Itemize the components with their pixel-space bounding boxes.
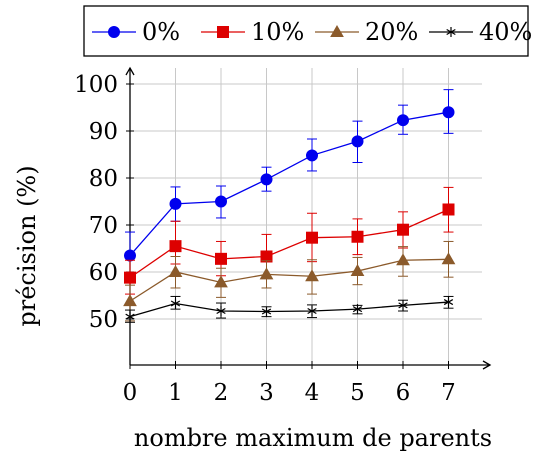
series-3 [125, 295, 454, 323]
data-point [124, 249, 136, 262]
data-point [396, 253, 410, 266]
y-tick-label: 100 [74, 72, 118, 98]
legend-label: 10% [251, 18, 304, 46]
y-tick-label: 90 [89, 119, 118, 145]
legend-entry: 20% [315, 18, 418, 46]
y-tick-label: 70 [89, 213, 118, 239]
series [123, 89, 456, 323]
x-tick-label: 7 [441, 380, 456, 406]
data-point [215, 252, 227, 265]
legend-label: 40% [479, 18, 532, 46]
star-stroke [170, 300, 181, 307]
data-point [125, 311, 135, 322]
series-line [129, 208, 449, 279]
data-point [351, 230, 364, 243]
x-axis-title: nombre maximum de parents [134, 424, 492, 452]
data-point [124, 271, 136, 284]
legend-label: 0% [142, 18, 180, 46]
data-point [214, 275, 228, 288]
x-tick-label: 5 [350, 380, 365, 406]
data-point [306, 149, 318, 162]
legend-entry: 0% [92, 18, 180, 46]
star-stroke [398, 302, 408, 309]
x-axis-arrow [482, 360, 492, 370]
data-point [217, 26, 229, 38]
x-tick-label: 2 [214, 380, 229, 406]
data-point [108, 26, 120, 38]
data-point [306, 231, 318, 244]
y-tick-label: 80 [89, 166, 118, 192]
data-point [441, 252, 456, 265]
data-point [351, 135, 364, 148]
legend-box [83, 5, 529, 57]
y-axis-title: précision (%) [13, 165, 41, 326]
data-point [216, 306, 226, 317]
data-point [123, 294, 137, 307]
data-point [259, 267, 274, 280]
data-point [307, 306, 317, 317]
x-tick-label: 0 [123, 380, 138, 406]
data-point [398, 300, 408, 311]
y-tick-label: 60 [89, 260, 118, 286]
data-point [397, 223, 409, 236]
star-stroke [216, 307, 226, 315]
axes [125, 66, 492, 370]
star-stroke [443, 299, 454, 306]
ticks: 0 1 2 3 4 5 6 7 50 60 70 80 90 100 [74, 72, 456, 406]
legend-label: 20% [365, 18, 418, 46]
data-point [442, 106, 455, 119]
data-point [170, 298, 181, 309]
data-point [330, 24, 344, 37]
star-stroke [125, 313, 135, 320]
data-point [443, 297, 454, 308]
star-stroke [307, 307, 317, 315]
data-point [446, 27, 456, 37]
data-point [305, 269, 319, 282]
series-line [129, 111, 449, 256]
y-axis-arrow [125, 66, 135, 76]
legend-entry: 10% [201, 18, 304, 46]
data-point [169, 197, 182, 210]
legend-entry: 40% [429, 18, 532, 46]
data-point [442, 203, 455, 216]
data-point [215, 195, 227, 208]
grid [129, 68, 482, 365]
series-0 [124, 89, 455, 279]
data-point [350, 264, 365, 277]
star-stroke [352, 306, 363, 313]
data-point [168, 264, 183, 277]
y-tick-label: 50 [89, 307, 118, 333]
star-stroke [261, 308, 272, 315]
data-point [261, 306, 272, 317]
data-point [397, 114, 409, 127]
x-tick-label: 1 [168, 380, 183, 406]
data-point [169, 240, 182, 253]
x-tick-label: 4 [305, 380, 320, 406]
data-point [260, 173, 273, 186]
series-2 [123, 240, 456, 322]
legend: 0% 10% 20% 40% [83, 5, 532, 57]
data-point [352, 304, 363, 315]
star-stroke [446, 28, 456, 36]
x-tick-label: 3 [259, 380, 274, 406]
series-line [129, 258, 449, 302]
series-line [129, 301, 449, 318]
x-tick-label: 6 [396, 380, 411, 406]
